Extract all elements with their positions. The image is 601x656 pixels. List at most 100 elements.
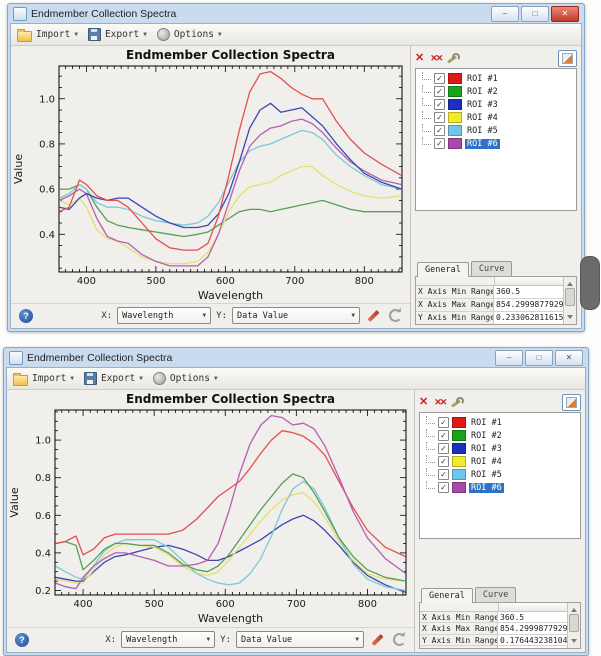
maximize-button[interactable]: □: [525, 349, 553, 366]
roi-label[interactable]: ROI #2: [471, 430, 502, 441]
roi-label[interactable]: ROI #1: [471, 417, 502, 428]
minimize-button[interactable]: –: [491, 5, 519, 22]
scroll-down-icon[interactable]: [571, 639, 577, 646]
roi-list-item[interactable]: ✓ ROI #6: [416, 136, 576, 150]
roi-list-item[interactable]: ✓ ROI #5: [420, 467, 580, 481]
import-button[interactable]: Import ▼: [13, 372, 74, 386]
delete-all-roi-icon[interactable]: ✕✕: [430, 53, 443, 63]
minimize-button[interactable]: –: [495, 349, 523, 366]
tab-curve[interactable]: Curve: [474, 586, 517, 602]
roi-color-chip[interactable]: [452, 482, 466, 493]
export-button[interactable]: Export ▼: [83, 372, 143, 385]
roi-label[interactable]: ROI #2: [467, 86, 498, 97]
roi-label[interactable]: ROI #4: [467, 112, 498, 123]
roi-checkbox[interactable]: ✓: [438, 417, 449, 428]
roi-color-chip[interactable]: [448, 86, 462, 97]
scroll-down-icon[interactable]: [567, 315, 573, 322]
tab-general[interactable]: General: [417, 261, 469, 277]
roi-label[interactable]: ROI #1: [467, 73, 498, 84]
close-button[interactable]: ✕: [551, 5, 579, 22]
roi-label[interactable]: ROI #4: [471, 456, 502, 467]
roi-list-item[interactable]: ✓ ROI #5: [416, 123, 576, 137]
roi-label[interactable]: ROI #6: [469, 482, 504, 493]
property-value[interactable]: 1.1601209963615: [498, 646, 567, 648]
panel-tool-button[interactable]: [562, 394, 581, 411]
roi-color-chip[interactable]: [448, 125, 462, 136]
roi-list-item[interactable]: ✓ ROI #4: [416, 110, 576, 124]
y-axis-select[interactable]: Data Value ▼: [232, 307, 360, 324]
roi-checkbox[interactable]: ✓: [438, 456, 449, 467]
help-icon[interactable]: ?: [19, 308, 33, 323]
tab-general[interactable]: General: [421, 587, 473, 603]
edit-plot-pencil-icon[interactable]: [371, 633, 384, 646]
close-button[interactable]: ✕: [555, 349, 583, 366]
wrench-icon[interactable]: [451, 396, 465, 409]
roi-label[interactable]: ROI #3: [467, 99, 498, 110]
roi-checkbox[interactable]: ✓: [438, 430, 449, 441]
roi-checkbox[interactable]: ✓: [434, 138, 445, 149]
x-axis-select[interactable]: Wavelength ▼: [121, 631, 216, 648]
roi-checkbox[interactable]: ✓: [434, 125, 445, 136]
roi-color-chip[interactable]: [448, 138, 462, 149]
roi-checkbox[interactable]: ✓: [438, 443, 449, 454]
export-button[interactable]: Export ▼: [87, 28, 147, 41]
property-value[interactable]: 0.2330628116153: [494, 311, 563, 324]
scroll-up-icon[interactable]: [567, 279, 573, 286]
table-scrollbar[interactable]: [563, 276, 576, 324]
refresh-icon[interactable]: [389, 309, 402, 322]
roi-color-chip[interactable]: [452, 443, 466, 454]
delete-roi-icon[interactable]: ✕: [419, 396, 429, 408]
table-scrollbar[interactable]: [567, 602, 580, 648]
refresh-icon[interactable]: [393, 633, 406, 646]
help-icon[interactable]: ?: [15, 632, 29, 647]
roi-color-chip[interactable]: [448, 112, 462, 123]
roi-label[interactable]: ROI #5: [467, 125, 498, 136]
roi-color-chip[interactable]: [452, 456, 466, 467]
options-button[interactable]: Options ▼: [156, 28, 222, 41]
roi-list-item[interactable]: ✓ ROI #6: [420, 480, 580, 494]
delete-all-roi-icon[interactable]: ✕✕: [434, 397, 447, 407]
roi-color-chip[interactable]: [448, 99, 462, 110]
scrollbar-thumb[interactable]: [565, 287, 575, 306]
roi-list-item[interactable]: ✓ ROI #1: [416, 71, 576, 85]
roi-list-item[interactable]: ✓ ROI #3: [420, 441, 580, 455]
roi-color-chip[interactable]: [448, 73, 462, 84]
tab-curve[interactable]: Curve: [470, 260, 513, 276]
y-axis-select[interactable]: Data Value ▼: [236, 631, 364, 648]
property-value[interactable]: 854.29998779297: [498, 623, 567, 634]
roi-checkbox[interactable]: ✓: [434, 99, 445, 110]
roi-checkbox[interactable]: ✓: [434, 73, 445, 84]
delete-roi-icon[interactable]: ✕: [415, 52, 425, 64]
roi-list-item[interactable]: ✓ ROI #3: [416, 97, 576, 111]
roi-label[interactable]: ROI #3: [471, 443, 502, 454]
roi-checkbox[interactable]: ✓: [438, 482, 449, 493]
titlebar[interactable]: Endmember Collection Spectra – □ ✕: [6, 348, 586, 367]
roi-list-item[interactable]: ✓ ROI #2: [420, 428, 580, 442]
roi-list-item[interactable]: ✓ ROI #2: [416, 84, 576, 98]
roi-color-chip[interactable]: [452, 430, 466, 441]
maximize-button[interactable]: □: [521, 5, 549, 22]
wrench-icon[interactable]: [447, 52, 461, 65]
titlebar[interactable]: Endmember Collection Spectra – □ ✕: [10, 4, 582, 23]
roi-label[interactable]: ROI #5: [471, 469, 502, 480]
panel-tool-button[interactable]: [558, 50, 577, 67]
roi-color-chip[interactable]: [452, 417, 466, 428]
scrollbar-thumb[interactable]: [569, 613, 579, 632]
roi-checkbox[interactable]: ✓: [434, 112, 445, 123]
edit-plot-pencil-icon[interactable]: [367, 309, 380, 322]
property-value[interactable]: 0.17644323810439: [498, 634, 567, 645]
x-axis-select[interactable]: Wavelength ▼: [117, 307, 212, 324]
roi-list-item[interactable]: ✓ ROI #4: [420, 454, 580, 468]
property-value[interactable]: 360.5: [494, 285, 563, 298]
scroll-up-icon[interactable]: [571, 605, 577, 612]
property-value[interactable]: 360.5: [498, 611, 567, 622]
import-button[interactable]: Import ▼: [17, 28, 78, 42]
roi-checkbox[interactable]: ✓: [434, 86, 445, 97]
options-button[interactable]: Options ▼: [152, 372, 218, 385]
roi-color-chip[interactable]: [452, 469, 466, 480]
page-scrollbar-thumb[interactable]: [580, 256, 600, 310]
roi-list-item[interactable]: ✓ ROI #1: [420, 415, 580, 429]
roi-checkbox[interactable]: ✓: [438, 469, 449, 480]
roi-label[interactable]: ROI #6: [465, 138, 500, 149]
property-value[interactable]: 854.29998779297: [494, 298, 563, 311]
